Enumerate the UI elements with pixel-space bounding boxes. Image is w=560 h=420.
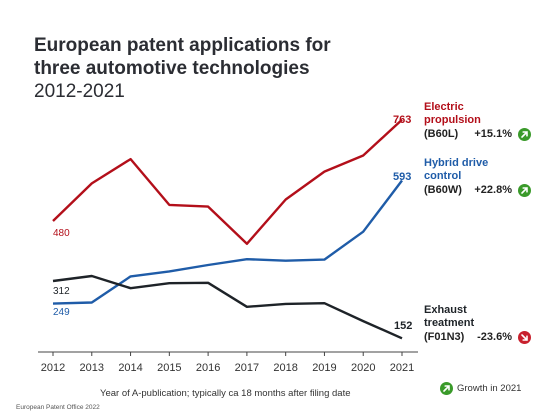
exhaust-end-value: 152	[394, 320, 412, 332]
x-tick-label: 2017	[235, 362, 259, 374]
x-tick-label: 2018	[273, 362, 297, 374]
arrow-up-right-icon	[518, 128, 531, 141]
series-name-line2: treatment	[424, 317, 531, 330]
series-name-line1: Electric	[424, 101, 531, 114]
series-label-exhaust: Exhaust treatment (F01N3) -23.6%	[424, 304, 531, 344]
series-label-electric: Electric propulsion (B60L) +15.1%	[424, 101, 531, 141]
series-code: (F01N3)	[424, 331, 474, 344]
series-line-hybrid	[53, 181, 402, 304]
series-name-line2: propulsion	[424, 114, 531, 127]
growth-value: +22.8%	[474, 184, 512, 197]
series-name-line2: control	[424, 170, 531, 183]
x-tick-label: 2016	[196, 362, 220, 374]
series-growth-row: (B60L) +15.1%	[424, 128, 531, 141]
x-tick-label: 2013	[80, 362, 104, 374]
electric-start-value: 480	[53, 228, 70, 239]
footer-source: European Patent Office 2022	[16, 404, 100, 411]
legend-label: Growth in 2021	[457, 383, 521, 394]
arrow-up-right-icon	[440, 382, 453, 395]
series-line-exhaust	[53, 276, 402, 338]
x-tick-label: 2012	[41, 362, 65, 374]
growth-legend: Growth in 2021	[440, 382, 521, 395]
series-code: (B60L)	[424, 128, 474, 141]
hybrid-start-value: 249	[53, 307, 70, 318]
series-code: (B60W)	[424, 184, 474, 197]
series-name-line1: Hybrid drive	[424, 157, 531, 170]
series-name-line1: Exhaust	[424, 304, 531, 317]
series-growth-row: (B60W) +22.8%	[424, 184, 531, 197]
arrow-down-right-icon	[518, 331, 531, 344]
growth-value: +15.1%	[474, 128, 512, 141]
x-tick-label: 2015	[157, 362, 181, 374]
x-tick-label: 2019	[312, 362, 336, 374]
x-tick-label: 2021	[390, 362, 414, 374]
x-tick-label: 2014	[118, 362, 142, 374]
x-axis-caption: Year of A-publication; typically ca 18 m…	[100, 388, 351, 399]
exhaust-start-value: 312	[53, 286, 70, 297]
series-line-electric	[53, 120, 402, 244]
x-tick-label: 2020	[351, 362, 375, 374]
growth-value: -23.6%	[474, 331, 512, 344]
arrow-up-right-icon	[518, 184, 531, 197]
series-label-hybrid: Hybrid drive control (B60W) +22.8%	[424, 157, 531, 197]
electric-end-value: 763	[393, 114, 411, 126]
series-growth-row: (F01N3) -23.6%	[424, 331, 531, 344]
hybrid-end-value: 593	[393, 171, 411, 183]
